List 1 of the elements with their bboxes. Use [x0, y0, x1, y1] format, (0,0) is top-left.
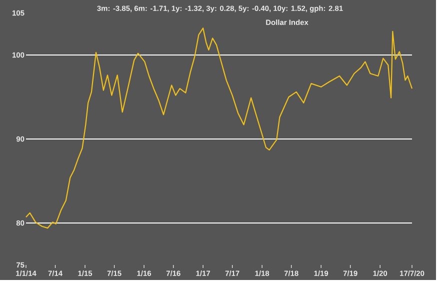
line-series	[25, 28, 413, 229]
